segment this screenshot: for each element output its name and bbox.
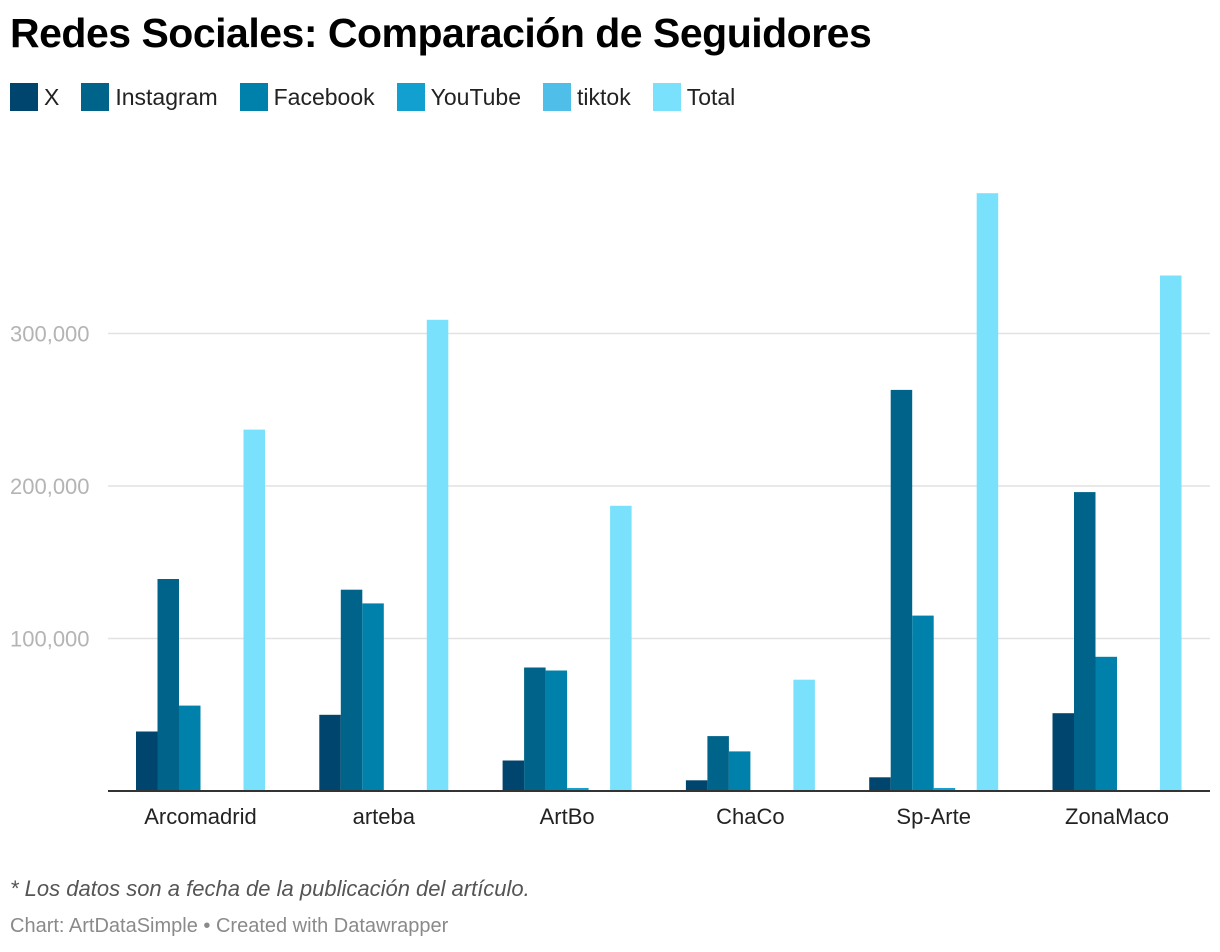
bar-instagram-chaco[interactable]: [707, 736, 729, 791]
x-tick-label: ZonaMaco: [1065, 804, 1169, 829]
bar-total-sp-arte[interactable]: [976, 193, 999, 791]
bar-facebook-arcomadrid[interactable]: [179, 705, 201, 791]
bar-instagram-zonamaco[interactable]: [1074, 492, 1096, 791]
chart-credit: Chart: ArtDataSimple • Created with Data…: [10, 915, 449, 937]
legend-label: YouTube: [430, 83, 522, 110]
bar-facebook-artbo[interactable]: [545, 670, 568, 792]
y-tick-label: 300,000: [10, 322, 90, 347]
legend-label: Facebook: [273, 83, 375, 110]
bar-instagram-arcomadrid[interactable]: [157, 579, 180, 791]
bar-total-artbo[interactable]: [610, 505, 632, 791]
bar-facebook-zonamaco[interactable]: [1095, 656, 1118, 791]
legend-label: X: [44, 83, 60, 110]
bar-x-zonamaco[interactable]: [1052, 713, 1075, 791]
bar-total-arteba[interactable]: [426, 319, 449, 791]
bar-x-artbo[interactable]: [502, 760, 525, 792]
legend-swatch: [239, 83, 268, 111]
chart-legend: X Instagram Facebook YouTube tiktok Total: [10, 82, 757, 112]
bar-instagram-sp-arte[interactable]: [890, 389, 913, 791]
bar-facebook-chaco[interactable]: [728, 751, 751, 791]
bar-youtube-artbo[interactable]: [567, 788, 589, 791]
x-tick-label: ArtBo: [540, 804, 595, 829]
bar-instagram-artbo[interactable]: [524, 667, 546, 792]
legend-swatch: [396, 83, 425, 111]
y-tick-label: 100,000: [10, 627, 90, 652]
legend-swatch: [543, 83, 572, 111]
legend-label: Instagram: [115, 83, 218, 110]
legend-item-youtube: YouTube: [396, 83, 522, 111]
chart-title: Redes Sociales: Comparación de Seguidore…: [10, 10, 872, 56]
x-tick-label: Arcomadrid: [144, 804, 256, 829]
x-tick-label: ChaCo: [716, 804, 784, 829]
bar-x-chaco[interactable]: [685, 780, 708, 791]
bar-x-arcomadrid[interactable]: [136, 731, 158, 792]
bar-total-arcomadrid[interactable]: [243, 429, 266, 791]
legend-swatch: [10, 83, 38, 111]
legend-item-x: X: [10, 83, 59, 111]
bar-x-arteba[interactable]: [319, 714, 341, 792]
footnote: * Los datos son a fecha de la publicació…: [10, 876, 530, 901]
legend-item-total: Total: [652, 83, 736, 111]
x-tick-label: arteba: [353, 804, 416, 829]
bar-facebook-sp-arte[interactable]: [912, 615, 934, 791]
bar-total-zonamaco[interactable]: [1160, 275, 1182, 792]
bar-instagram-arteba[interactable]: [340, 589, 363, 791]
legend-item-facebook: Facebook: [239, 83, 375, 111]
y-tick-label: 200,000: [10, 474, 90, 499]
legend-label: tiktok: [577, 83, 631, 110]
bar-youtube-sp-arte[interactable]: [933, 788, 956, 791]
legend-swatch: [81, 83, 110, 111]
bar-total-chaco[interactable]: [793, 679, 815, 791]
legend-item-tiktok: tiktok: [543, 83, 631, 111]
x-tick-label: Sp-Arte: [896, 804, 971, 829]
legend-label: Total: [686, 83, 736, 110]
bar-facebook-arteba[interactable]: [362, 603, 384, 791]
legend-item-instagram: Instagram: [81, 83, 218, 111]
bar-x-sp-arte[interactable]: [869, 777, 891, 791]
legend-swatch: [652, 83, 681, 111]
